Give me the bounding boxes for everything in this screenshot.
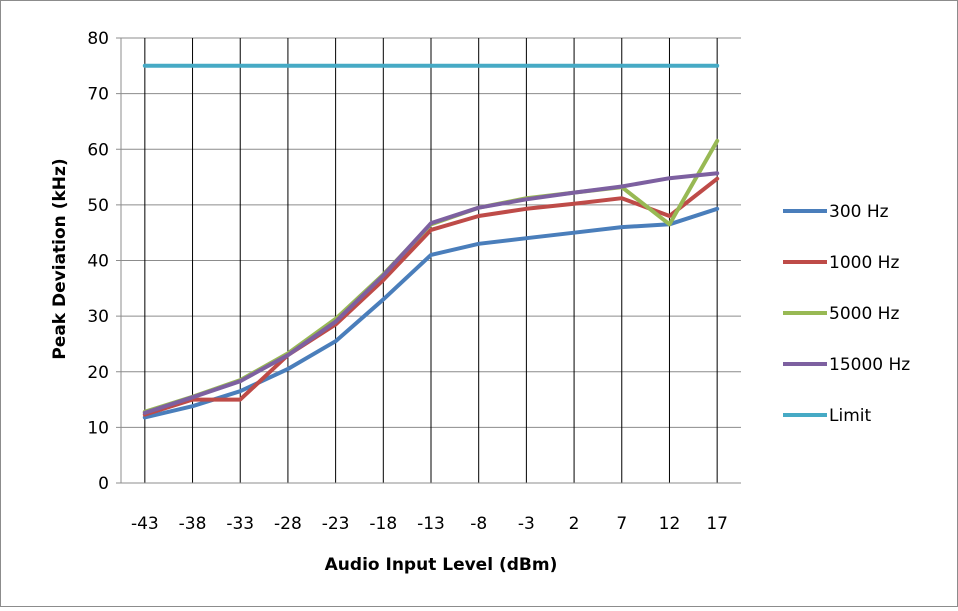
x-tick-label: -18 [369, 514, 397, 534]
y-tick-label: 70 [87, 85, 109, 105]
x-tick-label: -8 [470, 514, 487, 534]
y-axis-title: Peak Deviation (kHz) [50, 158, 70, 359]
x-tick-label: -43 [131, 514, 159, 534]
x-tick-label: 17 [706, 514, 728, 534]
series-line-1 [142, 176, 720, 417]
series-lines [142, 63, 720, 420]
legend: 300 Hz 1000 Hz 5000 Hz 15000 Hz Limit [783, 202, 910, 426]
y-tick-label: 60 [87, 140, 109, 160]
tick-labels: 0 10 20 30 40 50 60 70 80 -43 -38 -33 -28 -23 -18 -13 -8… [87, 29, 728, 534]
x-axis-title: Audio Input Level (dBm) [325, 555, 558, 575]
x-tick-label: -23 [322, 514, 350, 534]
x-tick-label: -33 [226, 514, 254, 534]
series-line-3 [142, 171, 720, 415]
x-tick-label: 7 [616, 514, 627, 534]
legend-label: 5000 Hz [829, 304, 899, 324]
y-tick-label: 80 [87, 29, 109, 49]
legend-label: 15000 Hz [829, 355, 910, 375]
y-tick-label: 50 [87, 196, 109, 216]
x-tick-label: 12 [659, 514, 681, 534]
y-tick-label: 30 [87, 307, 109, 327]
y-tick-label: 0 [98, 474, 109, 494]
x-tick-label: -38 [179, 514, 207, 534]
y-tick-label: 20 [87, 363, 109, 383]
x-tick-label: -3 [518, 514, 535, 534]
x-tick-label: 2 [569, 514, 580, 534]
y-tick-label: 40 [87, 252, 109, 272]
legend-label: 1000 Hz [829, 253, 899, 273]
legend-label: Limit [829, 406, 871, 426]
grid-lines [121, 37, 741, 483]
x-tick-label: -28 [274, 514, 302, 534]
axes [116, 37, 741, 484]
x-tick-label: -13 [417, 514, 445, 534]
legend-label: 300 Hz [829, 202, 889, 222]
series-line-0 [142, 206, 720, 420]
y-tick-label: 10 [87, 418, 109, 438]
